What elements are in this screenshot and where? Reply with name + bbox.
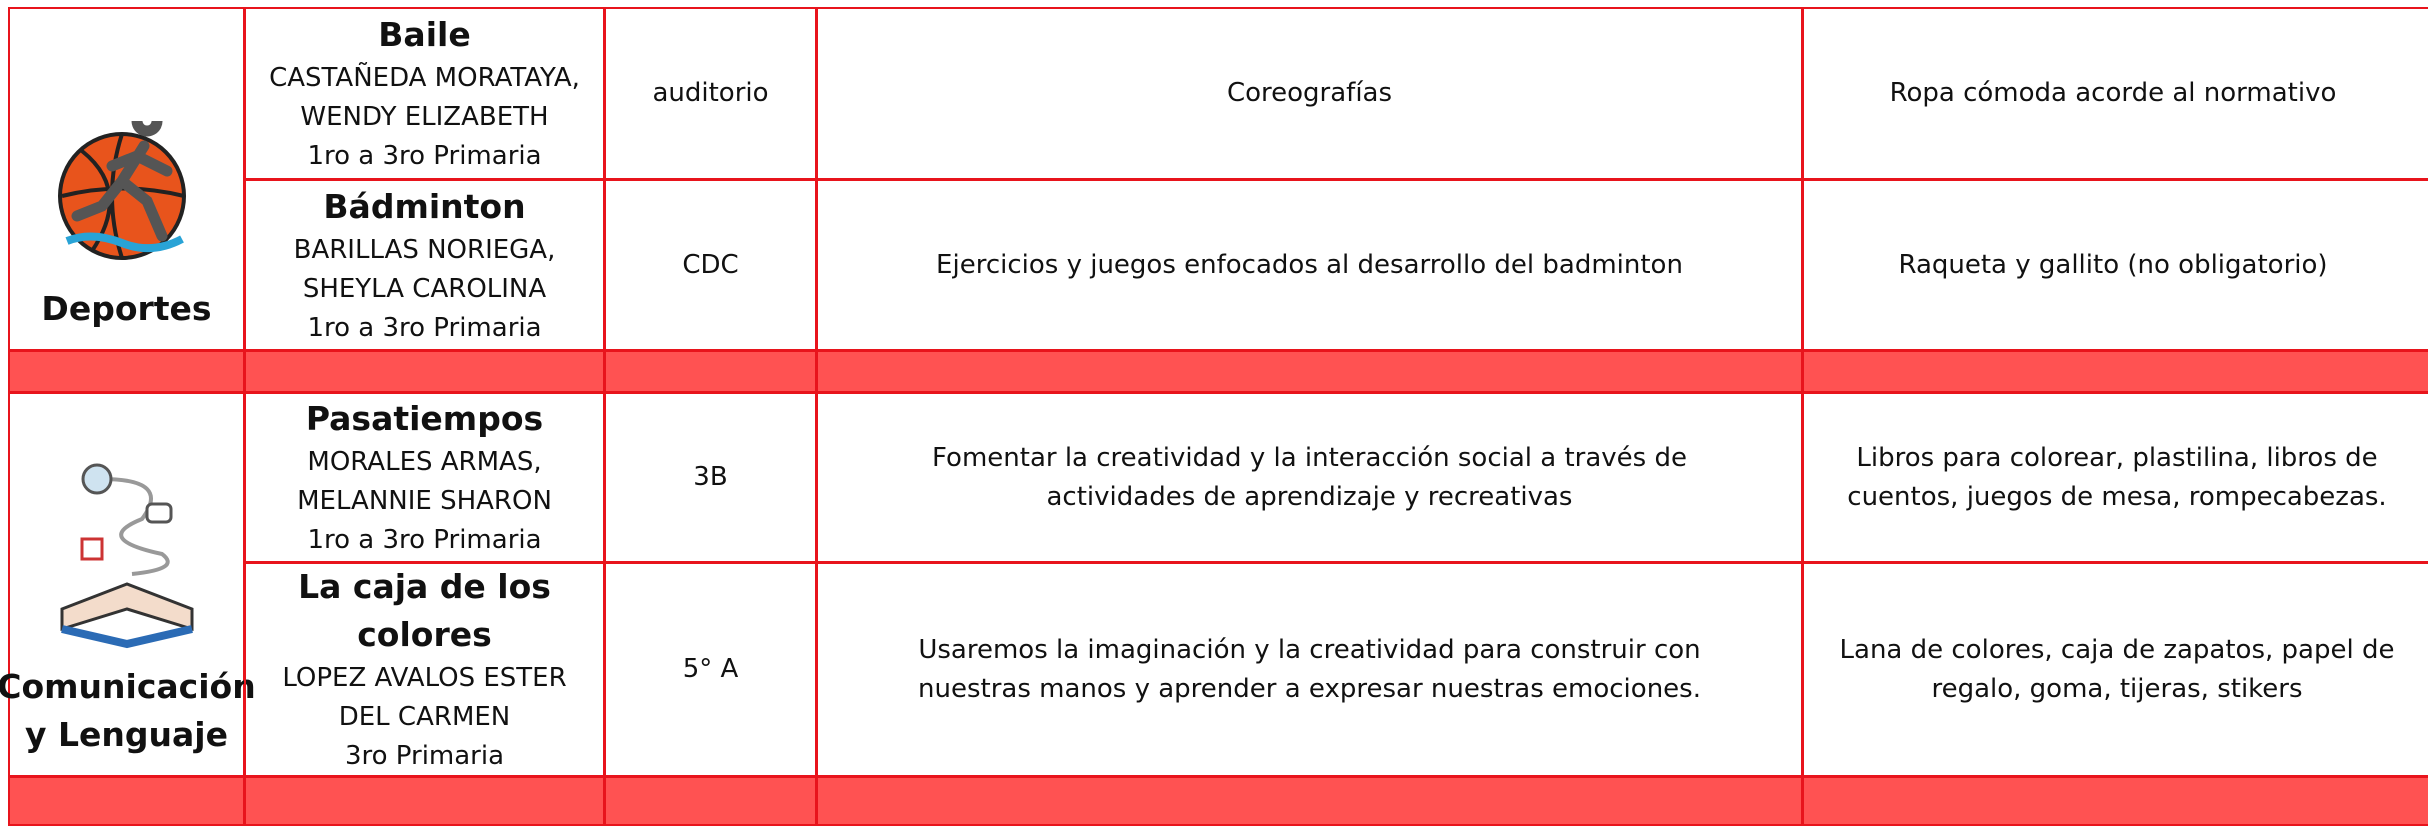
teacher: LOPEZ AVALOS ESTER DEL CARMEN (282, 663, 567, 732)
area-cell: Deportes (8, 7, 245, 351)
materials-cell: Libros para colorear, plastilina, libros… (1802, 392, 2428, 563)
description-cell: Usaremos la imaginación y la creatividad… (816, 562, 1803, 777)
sports-icon (57, 121, 186, 260)
materials-cell: Ropa cómoda acorde al normativo (1802, 7, 2428, 180)
activity-cell: Pasatiempos MORALES ARMAS, MELANNIE SHAR… (244, 392, 605, 563)
activity-name: Baile (378, 15, 471, 54)
activity-cell: Baile CASTAÑEDA MORATAYA, WENDY ELIZABET… (244, 7, 605, 180)
activity-name: La caja de los colores (298, 567, 551, 654)
description-cell: Ejercicios y juegos enfocados al desarro… (816, 179, 1803, 351)
grade: 1ro a 3ro Primaria (307, 525, 542, 555)
place-cell: 5° A (604, 562, 817, 777)
activity-name: Bádminton (323, 186, 526, 226)
activity-cell: La caja de los colores LOPEZ AVALOS ESTE… (244, 562, 605, 777)
separator (604, 350, 817, 393)
separator (8, 350, 245, 393)
teacher: CASTAÑEDA MORATAYA, WENDY ELIZABETH (269, 63, 580, 132)
separator (244, 350, 605, 393)
place-cell: 3B (604, 392, 817, 563)
activity-cell: Bádminton BARILLAS NORIEGA, SHEYLA CAROL… (244, 179, 605, 351)
activity-name: Pasatiempos (305, 399, 544, 438)
grade: 1ro a 3ro Primaria (307, 312, 542, 343)
teacher: MORALES ARMAS, MELANNIE SHARON (297, 447, 552, 516)
place-cell: auditorio (604, 7, 817, 180)
description-cell: Coreografías (816, 7, 1803, 180)
book-icon (60, 463, 193, 649)
separator (604, 776, 817, 826)
area-cell: Comunicación y Lenguaje (0, 392, 256, 777)
teacher: BARILLAS NORIEGA, SHEYLA CAROLINA (293, 234, 556, 304)
grade: 1ro a 3ro Primaria (307, 141, 542, 171)
separator (8, 776, 245, 826)
materials-cell: Lana de colores, caja de zapatos, papel … (1802, 562, 2428, 777)
separator (816, 350, 1803, 393)
separator (1802, 350, 2428, 393)
area-label: Deportes (41, 289, 212, 328)
place-cell: CDC (604, 179, 817, 351)
materials-cell: Raqueta y gallito (no obligatorio) (1802, 179, 2428, 351)
area-label: Comunicación y Lenguaje (0, 667, 256, 754)
separator (816, 776, 1803, 826)
grade: 3ro Primaria (344, 741, 505, 771)
description-cell: Fomentar la creatividad y la interacción… (816, 392, 1803, 563)
